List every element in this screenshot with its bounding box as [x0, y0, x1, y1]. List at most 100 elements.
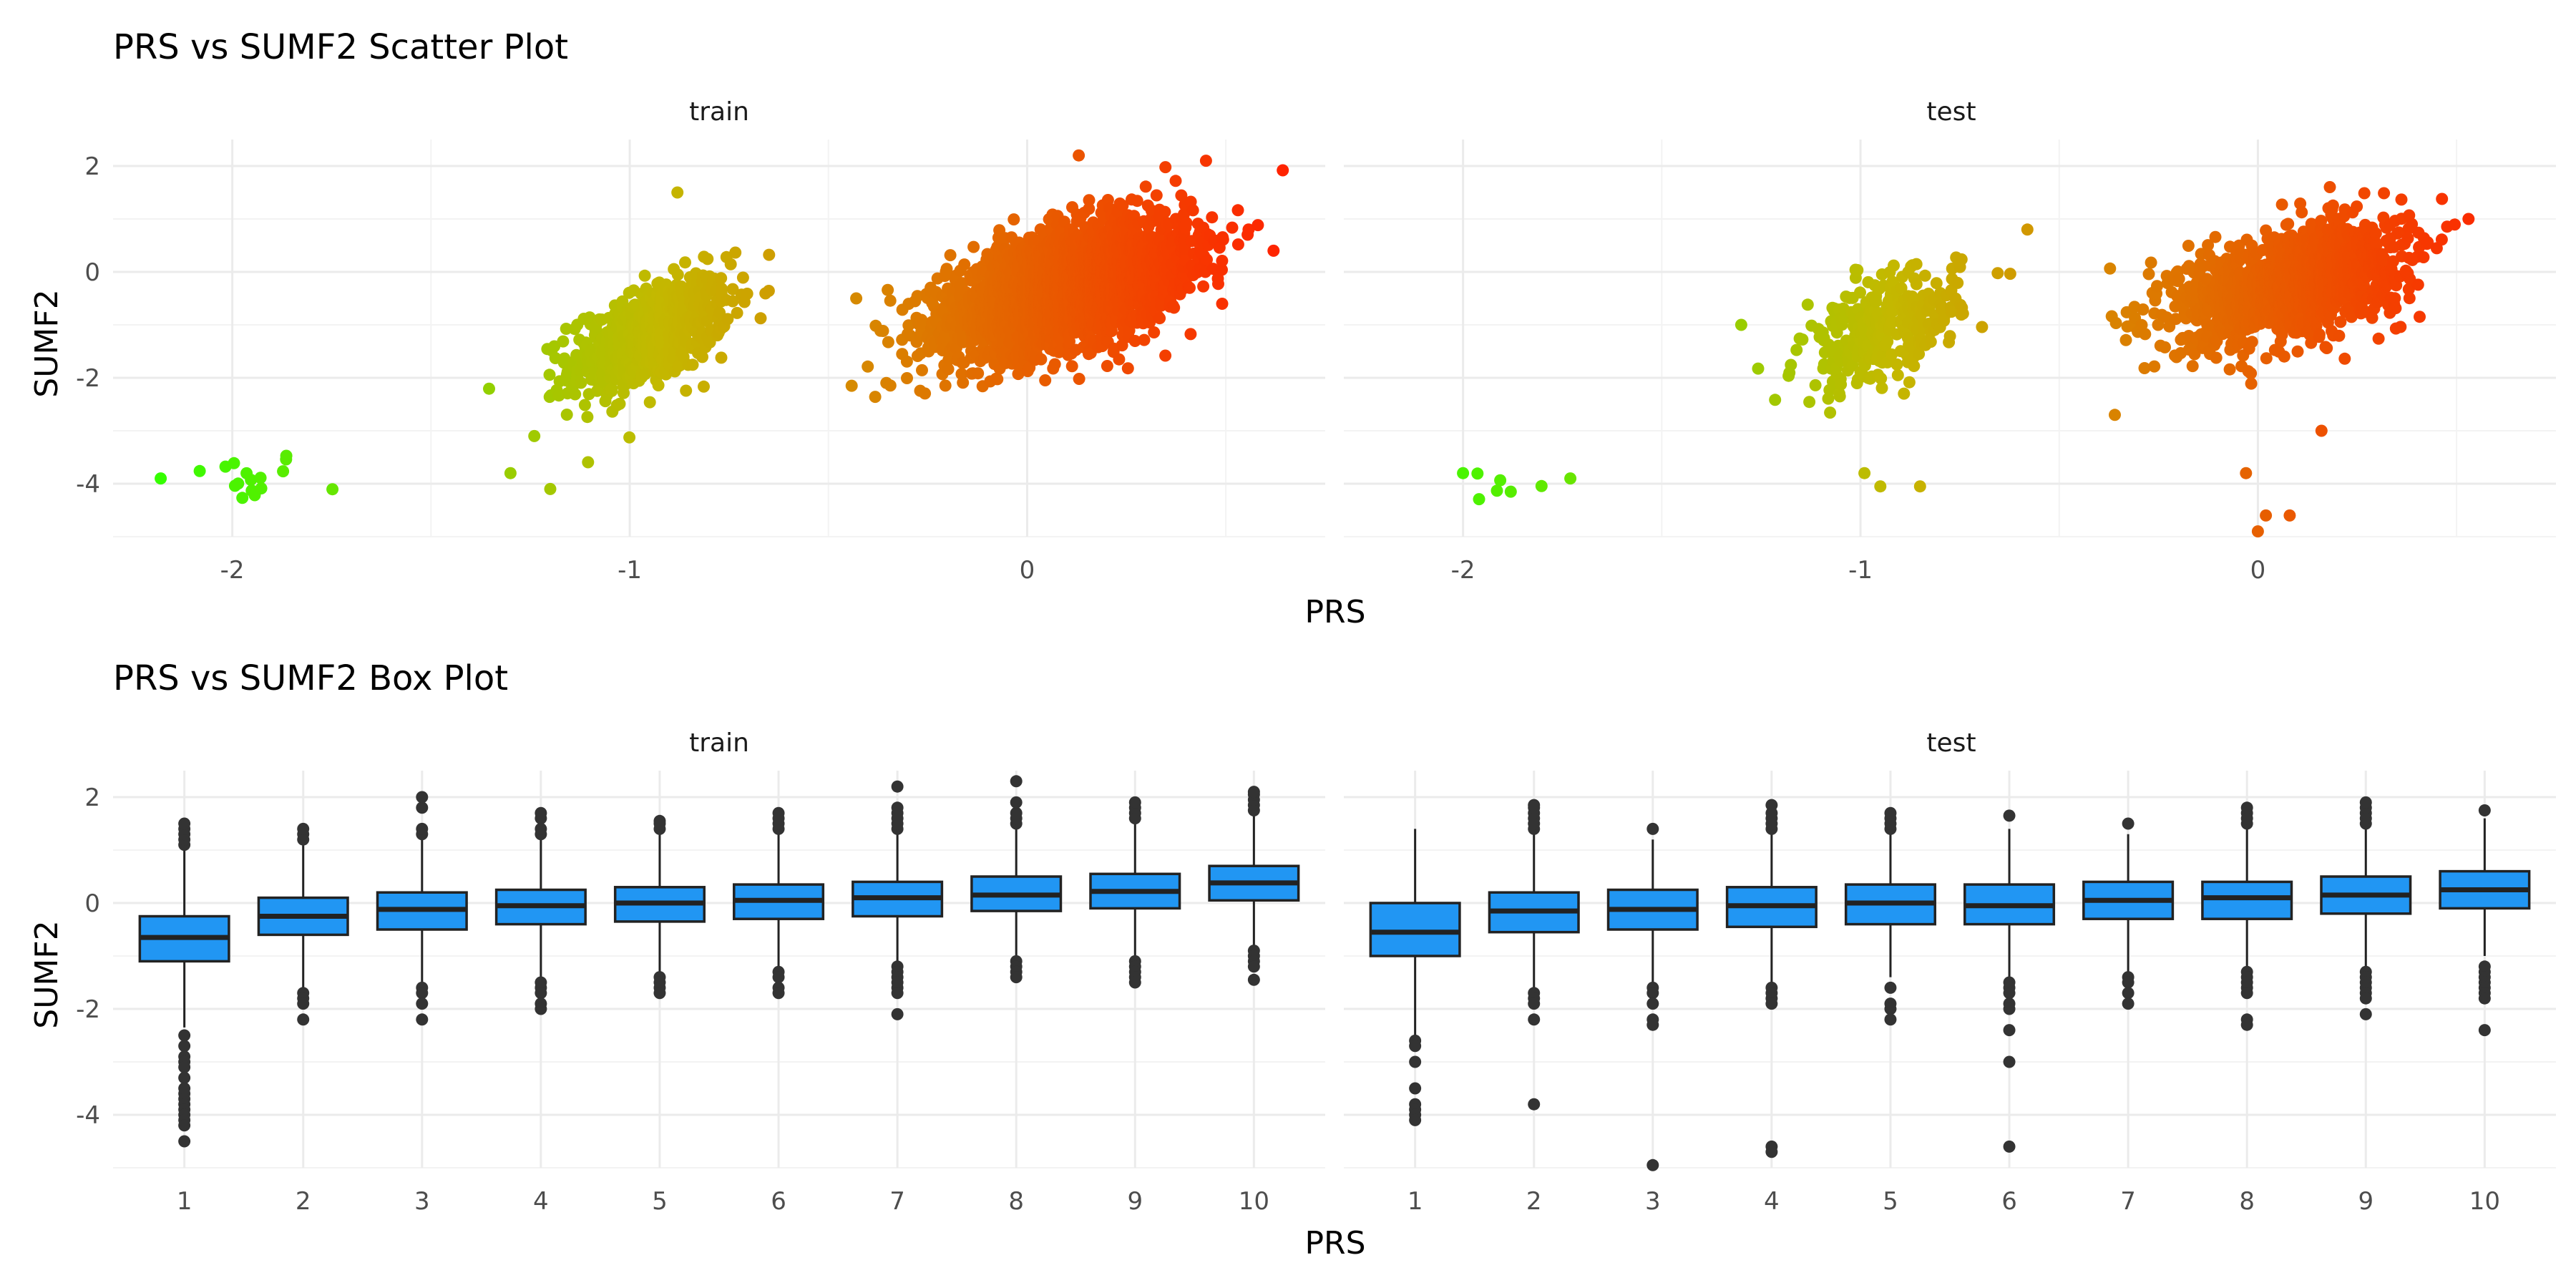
scatter-point — [1835, 378, 1848, 391]
scatter-point — [277, 465, 290, 478]
scatter-point — [944, 249, 957, 262]
scatter-point — [1168, 301, 1181, 314]
scatter-point — [560, 409, 573, 421]
scatter-point — [1976, 321, 1989, 333]
scatter-point — [1231, 238, 1244, 251]
scatter-point — [1991, 267, 2004, 280]
scatter-point — [2159, 341, 2171, 353]
scatter-point — [729, 246, 742, 259]
scatter-point — [2210, 351, 2223, 364]
scatter-point — [483, 382, 495, 395]
scatter-point — [1735, 318, 1747, 331]
scatter-point — [919, 387, 932, 400]
scatter-point — [1231, 204, 1244, 217]
scatter-point — [686, 358, 699, 371]
strip-label-scatter-test: test — [1926, 97, 1976, 127]
scatter-point — [671, 186, 684, 199]
scatter-point — [2004, 268, 2016, 280]
scatter-point — [2142, 268, 2155, 280]
scatter-point — [543, 369, 556, 381]
scatter-point — [1159, 161, 1172, 174]
scatter-point — [2109, 317, 2122, 329]
scatter-point — [578, 399, 591, 411]
scatter-point — [1139, 180, 1152, 193]
scatter-point — [623, 431, 636, 444]
strip-label-scatter-train: train — [689, 97, 749, 127]
scatter-title: PRS vs SUMF2 Scatter Plot — [113, 27, 568, 67]
scatter-point — [1216, 255, 1229, 267]
scatter-point — [1890, 358, 1903, 371]
scatter-point — [679, 256, 691, 269]
scatter-point — [698, 380, 710, 393]
scatter-point — [850, 292, 863, 305]
scatter-point — [1048, 358, 1061, 371]
scatter-point — [1277, 164, 1289, 177]
scatter-point — [2182, 240, 2195, 252]
scatter-point — [1083, 194, 1096, 207]
scatter-point — [245, 474, 258, 487]
scatter-panel-train — [113, 140, 1325, 537]
scatter-point — [228, 457, 240, 469]
scatter-point — [1891, 369, 1904, 381]
scatter-point — [2172, 273, 2185, 286]
scatter-point — [862, 360, 874, 373]
scatter-point — [1564, 472, 1577, 485]
scatter-point — [1752, 362, 1765, 375]
scatter-point — [2296, 206, 2308, 219]
scatter-point — [726, 295, 739, 308]
scatter-point — [1858, 467, 1871, 479]
scatter-point — [2148, 360, 2161, 373]
scatter-point — [643, 396, 656, 409]
scatter-point — [1898, 387, 1911, 400]
scatter-point — [1918, 269, 1931, 282]
scatter-point — [605, 384, 618, 397]
scatter-point — [1785, 358, 1797, 371]
scatter-point — [1180, 217, 1193, 229]
scatter-point — [1851, 264, 1864, 276]
scatter-point — [1833, 390, 1846, 403]
scatter-point — [972, 367, 985, 380]
scatter-point — [1769, 394, 1782, 406]
scatter-point — [1039, 374, 1052, 386]
scatter-point — [255, 482, 268, 494]
scatter-point — [2245, 336, 2258, 348]
scatter-point — [762, 285, 775, 297]
scatter-point — [1809, 379, 1822, 391]
scatter-point — [1199, 155, 1212, 167]
scatter-point — [1131, 195, 1143, 208]
scatter-point — [1913, 480, 1926, 493]
scatter-point — [1035, 353, 1048, 366]
scatter-point — [942, 363, 955, 376]
scatter-point — [724, 258, 737, 270]
scatter-point — [1008, 213, 1020, 226]
scatter-point — [652, 379, 665, 391]
scatter-point — [1186, 204, 1199, 217]
scatter-point — [1113, 353, 1126, 366]
scatter-point — [1121, 362, 1134, 375]
scatter-point — [1197, 280, 1210, 293]
scatter-point — [613, 397, 626, 410]
scatter-point — [2119, 333, 2132, 346]
scatter-point — [731, 306, 743, 319]
scatter-point — [1153, 312, 1166, 325]
scatter-point — [2139, 328, 2152, 341]
scatter-point — [1216, 233, 1229, 246]
scatter-point — [2291, 345, 2304, 358]
scatter-point — [1924, 336, 1937, 348]
scatter-point — [1803, 396, 1816, 409]
scatter-point — [1903, 376, 1916, 389]
scatter-point — [2245, 377, 2258, 390]
scatter-point — [1212, 278, 1224, 291]
scatter-point — [280, 449, 293, 462]
scatter-point — [884, 294, 897, 307]
scatter-point — [575, 376, 587, 389]
scatter-point — [696, 351, 708, 364]
scatter-point — [1184, 281, 1196, 294]
scatter-point — [877, 325, 889, 337]
scatter-point — [1910, 258, 1923, 270]
scatter-point — [882, 336, 894, 348]
scatter-point — [845, 379, 858, 392]
scatter-point — [1073, 149, 1085, 162]
scatter-point — [2278, 350, 2290, 363]
scatter-point — [726, 283, 739, 296]
